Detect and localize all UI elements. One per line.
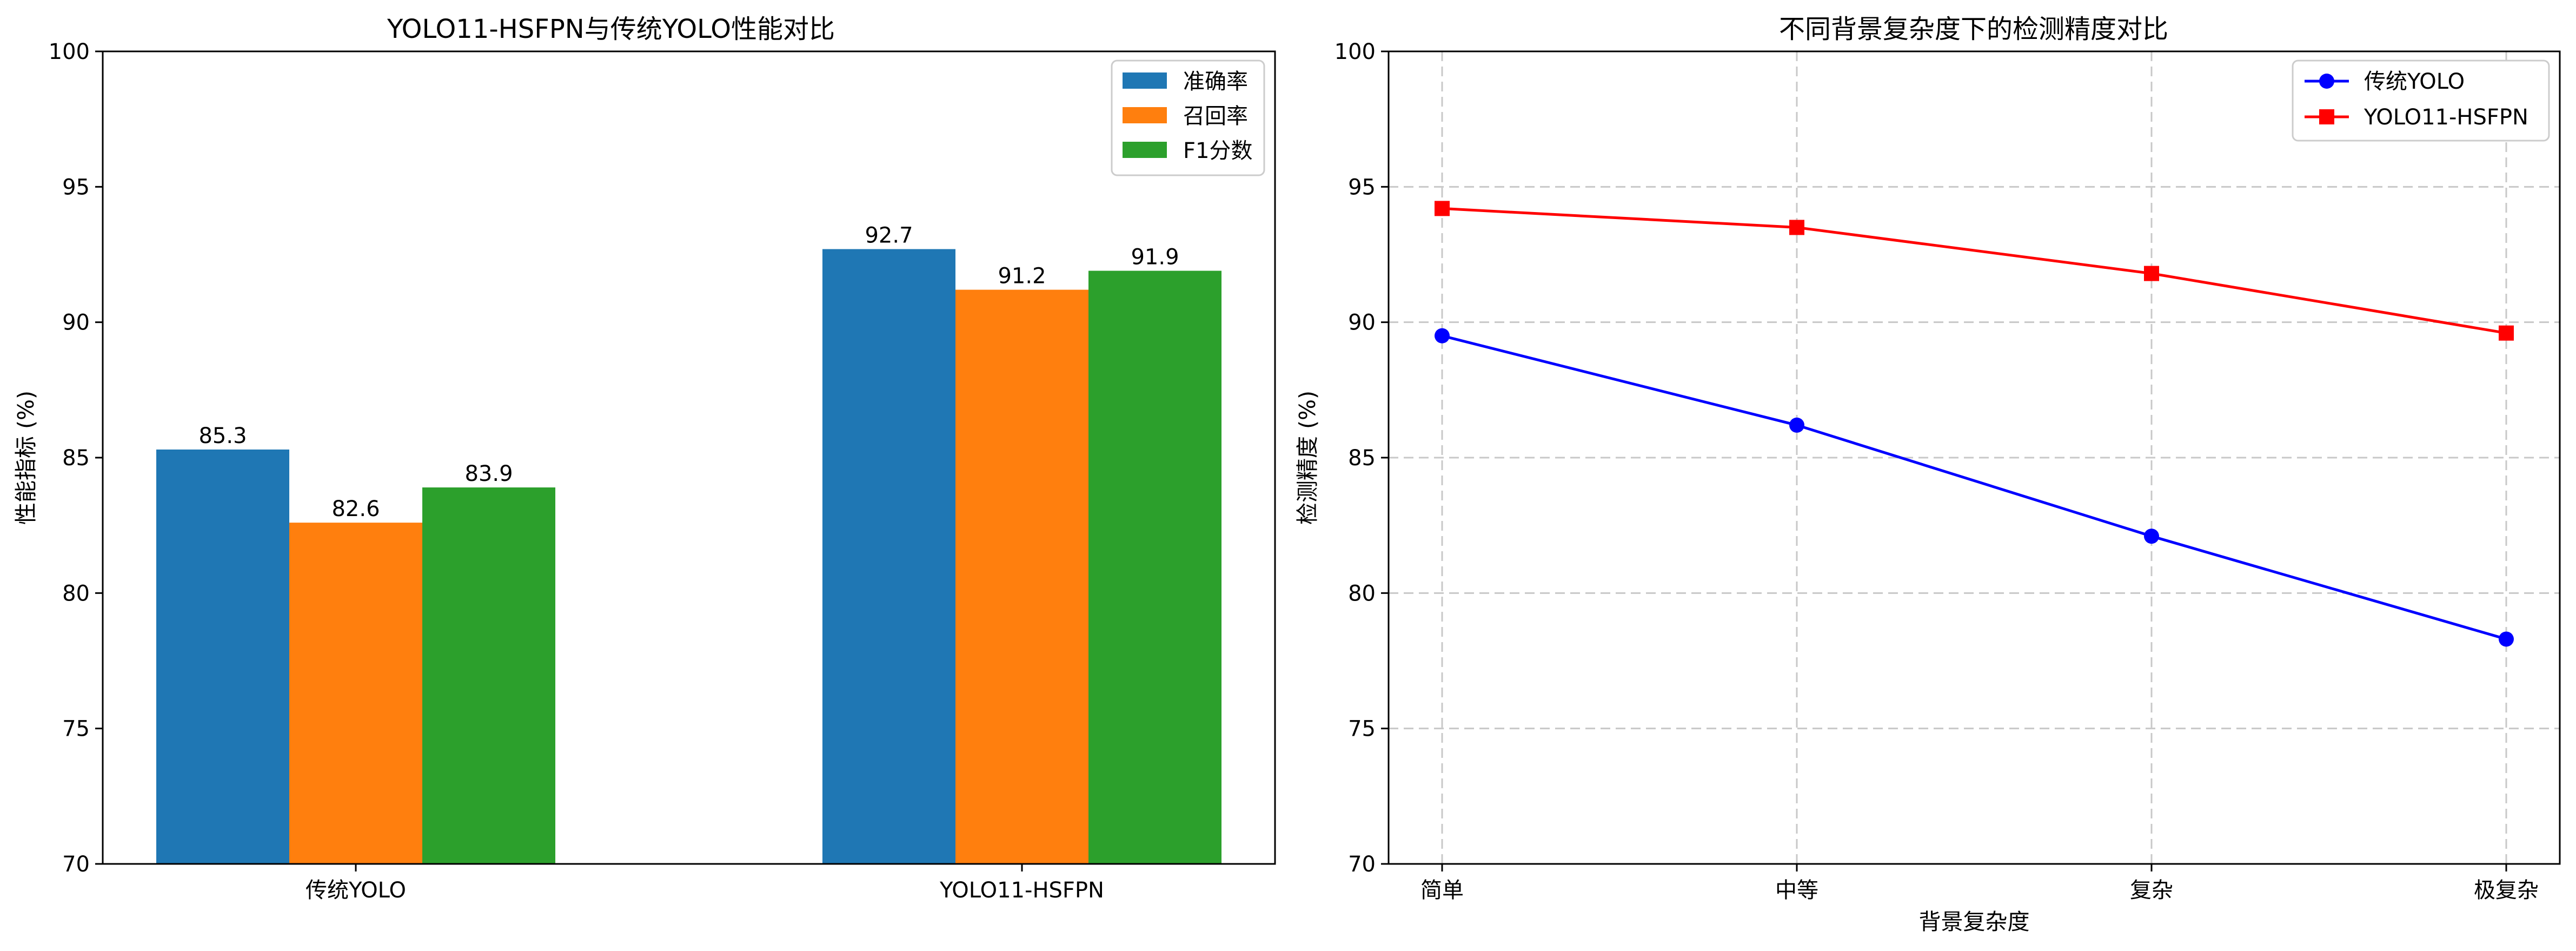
bar-3-1 — [422, 487, 555, 864]
line-series-1-point — [1789, 417, 1804, 433]
line-series-1-point — [1435, 328, 1450, 344]
line-series-2-point — [2499, 325, 2514, 341]
line-series-2-point — [2144, 266, 2159, 281]
line-series-1-point — [2144, 529, 2159, 544]
bar-value-label: 91.9 — [1131, 245, 1179, 270]
bar-legend-swatch — [1123, 107, 1167, 123]
bar-chart-y-tick-label: 90 — [62, 311, 90, 335]
line-chart-y-tick-label: 85 — [1348, 446, 1376, 471]
bar-value-label: 85.3 — [198, 424, 247, 448]
bar-1-1 — [156, 449, 289, 864]
line-chart-y-tick-label: 90 — [1348, 311, 1376, 335]
line-chart-y-tick-label: 70 — [1348, 852, 1376, 877]
line-chart-title: 不同背景复杂度下的检测精度对比 — [1779, 14, 2168, 44]
line-chart-y-tick-label: 75 — [1348, 717, 1376, 742]
bar-chart-x-ticks: 传统YOLO YOLO11-HSFPN — [306, 864, 1104, 903]
line-legend-label: YOLO11-HSFPN — [2363, 105, 2528, 130]
bar-value-label: 92.7 — [865, 223, 913, 248]
line-chart-y-tick-label: 95 — [1348, 175, 1376, 200]
bar-legend-label: 召回率 — [1183, 104, 1248, 129]
bar-chart-bars — [156, 249, 1221, 864]
line-chart-legend-box — [2292, 60, 2550, 142]
line-chart-x-tick-label: 简单 — [1420, 878, 1464, 903]
line-series-2-path — [1442, 207, 2507, 335]
bar-chart-data-labels: 85.3 92.7 82.6 91.2 83.9 91.9 — [198, 223, 1179, 521]
bar-1-2 — [822, 249, 955, 864]
bar-chart-x-tick-label: YOLO11-HSFPN — [939, 878, 1104, 903]
line-chart-x-tick-label: 复杂 — [2130, 878, 2173, 903]
line-chart-y-ticks: 70 75 80 85 90 95 100 — [1335, 39, 1389, 877]
line-chart-x-axis-label: 背景复杂度 — [1919, 909, 2030, 935]
bar-legend-label: F1分数 — [1183, 138, 1252, 163]
line-chart-x-tick-label: 中等 — [1775, 878, 1818, 903]
line-chart-legend: 传统YOLO YOLO11-HSFPN — [2292, 60, 2550, 142]
line-legend-label: 传统YOLO — [2364, 69, 2465, 94]
bar-chart-panel: YOLO11-HSFPN与传统YOLO性能对比 707580859095100 … — [13, 14, 1276, 903]
bar-legend-swatch — [1123, 142, 1167, 158]
bar-chart-y-tick-label: 80 — [62, 581, 90, 606]
line-chart-y-tick-label: 100 — [1335, 39, 1376, 64]
line-chart-series — [1435, 201, 2514, 647]
bar-2-2 — [955, 289, 1088, 864]
line-chart-y-axis-label: 检测精度 (%) — [1294, 391, 1320, 525]
line-chart-panel: 不同背景复杂度下的检测精度对比 70 75 80 85 90 95 100 简单 中等 复杂 极复… — [1294, 14, 2561, 935]
bar-value-label: 91.2 — [998, 264, 1046, 289]
line-legend-marker — [2319, 74, 2334, 89]
line-series-2-point — [1789, 220, 1804, 235]
bar-2-1 — [289, 523, 422, 864]
line-legend-marker — [2319, 109, 2334, 124]
bar-chart-y-tick-label: 70 — [62, 852, 90, 877]
bar-chart-y-axis-label: 性能指标 (%) — [13, 391, 39, 525]
bar-chart-title: YOLO11-HSFPN与传统YOLO性能对比 — [387, 14, 835, 44]
bar-value-label: 83.9 — [464, 461, 513, 486]
bar-chart-y-tick-label: 85 — [62, 446, 90, 471]
bar-chart-plot-frame — [102, 50, 1276, 865]
line-chart-x-tick-label: 极复杂 — [2474, 878, 2539, 903]
bar-chart-y-tick-label: 75 — [62, 717, 90, 742]
bar-chart-x-tick-label: 传统YOLO — [306, 878, 406, 903]
line-series-2-point — [1435, 201, 1450, 216]
bar-chart-y-tick-label: 100 — [49, 39, 90, 64]
line-chart-x-ticks: 简单 中等 复杂 极复杂 — [1420, 864, 2539, 903]
line-series-1-path — [1442, 334, 2507, 640]
bar-3-2 — [1088, 270, 1221, 864]
line-series-1-point — [2499, 631, 2514, 647]
bar-value-label: 82.6 — [331, 497, 380, 521]
bar-legend-swatch — [1123, 72, 1167, 89]
line-chart-plot-frame — [1387, 50, 2561, 865]
bar-chart-y-ticks: 70 75 80 85 90 95 100 — [49, 39, 103, 877]
line-chart-y-tick-label: 80 — [1348, 581, 1376, 606]
bar-chart-y-tick-label: 95 — [62, 175, 90, 200]
bar-legend-label: 准确率 — [1183, 69, 1248, 94]
